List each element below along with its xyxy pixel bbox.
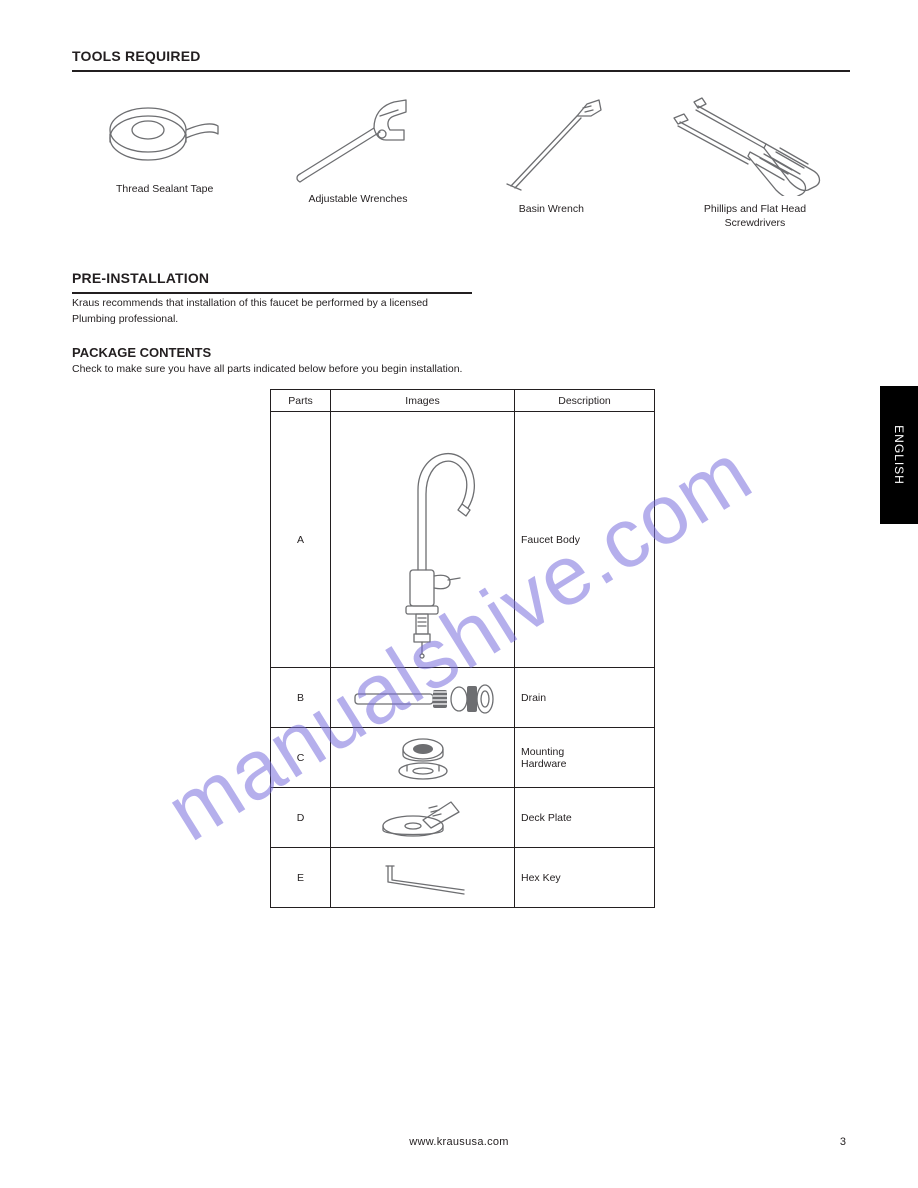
footer-brand: www.kraususa.com <box>409 1136 509 1148</box>
cell-part: C <box>271 728 331 788</box>
page-number: 3 <box>840 1136 846 1148</box>
hex-key-icon <box>368 856 478 900</box>
cell-desc: Deck Plate <box>515 788 655 848</box>
page-footer: www.kraususa.com 3 <box>0 1136 918 1148</box>
table-row: E Hex Key <box>271 848 655 908</box>
cell-image <box>331 788 515 848</box>
tape-icon <box>100 86 230 176</box>
tool-adjustable-wrench: Adjustable Wrenches <box>273 86 442 206</box>
tool-basin-wrench: Basin Wrench <box>467 86 636 216</box>
table-header-row: Parts Images Description <box>271 390 655 412</box>
col-description: Description <box>515 390 655 412</box>
tool-label: Basin Wrench <box>519 202 584 216</box>
contents-title: PACKAGE CONTENTS <box>72 345 472 360</box>
language-tab-label: ENGLISH <box>892 425 906 485</box>
tools-row: Thread Sealant Tape Adjustable Wrenches <box>72 86 850 230</box>
package-contents-table: Parts Images Description A <box>270 389 655 908</box>
cell-part: E <box>271 848 331 908</box>
cell-part: B <box>271 668 331 728</box>
deck-plate-icon <box>373 794 473 842</box>
screwdrivers-icon <box>660 86 850 196</box>
tool-label: Thread Sealant Tape <box>116 182 213 196</box>
cell-part: A <box>271 412 331 668</box>
cell-image <box>331 412 515 668</box>
table-row: D Deck Plate <box>271 788 655 848</box>
tool-label: Phillips and Flat Head Screwdrivers <box>704 202 806 230</box>
preinstall-advice: Kraus recommends that installation of th… <box>72 296 472 326</box>
cell-desc: Drain <box>515 668 655 728</box>
tools-divider <box>72 70 850 72</box>
cell-image <box>331 668 515 728</box>
table-row: B Drain <box>271 668 655 728</box>
cell-desc: Mounting Hardware <box>515 728 655 788</box>
tools-section: TOOLS REQUIRED Thread Sealant Tape <box>72 48 850 230</box>
mounting-hardware-icon <box>383 733 463 783</box>
col-images: Images <box>331 390 515 412</box>
table-row: C Mounting Hardware <box>271 728 655 788</box>
tool-tape: Thread Sealant Tape <box>80 86 249 196</box>
table-row: A <box>271 412 655 668</box>
cell-image <box>331 728 515 788</box>
tools-title: TOOLS REQUIRED <box>72 48 850 64</box>
wrench-icon <box>278 86 438 186</box>
tool-label: Adjustable Wrenches <box>308 192 407 206</box>
preinstall-section: PRE-INSTALLATION Kraus recommends that i… <box>72 270 472 377</box>
preinstall-divider <box>72 292 472 294</box>
faucet-icon <box>348 420 498 660</box>
contents-note: Check to make sure you have all parts in… <box>72 362 472 377</box>
cell-desc: Hex Key <box>515 848 655 908</box>
tool-screwdrivers: Phillips and Flat Head Screwdrivers <box>660 86 850 230</box>
cell-image <box>331 848 515 908</box>
preinstall-title: PRE-INSTALLATION <box>72 270 472 286</box>
language-tab: ENGLISH <box>880 386 918 524</box>
cell-desc: Faucet Body <box>515 412 655 668</box>
basin-wrench-icon <box>481 86 621 196</box>
drain-icon <box>343 676 503 720</box>
col-parts: Parts <box>271 390 331 412</box>
cell-part: D <box>271 788 331 848</box>
